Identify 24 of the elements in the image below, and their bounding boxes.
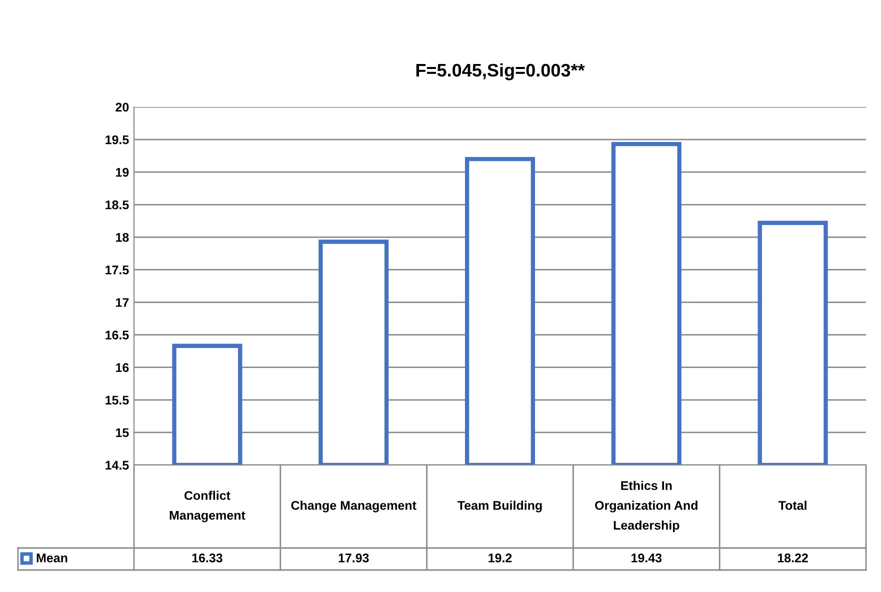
data-label: 18.22 — [778, 554, 808, 562]
y-tick-label: 18.5 — [106, 200, 129, 210]
x-tick-label: Total — [778, 500, 806, 510]
data-label: 17.93 — [338, 554, 369, 562]
data-label: 19.2 — [488, 554, 512, 562]
y-tick-label: 18 — [116, 232, 129, 242]
y-tick-label: 15 — [116, 428, 129, 438]
chart-title: F=5.045,Sig=0.003** — [416, 63, 585, 80]
x-tick-label: Team Building — [458, 500, 542, 512]
y-tick-label: 19 — [116, 168, 129, 177]
data-label: 16.33 — [192, 554, 222, 562]
x-tick-label: Conflict Management — [170, 490, 246, 522]
y-tick-label: 16.5 — [106, 330, 129, 340]
y-tick-label: 15.5 — [106, 396, 129, 405]
y-tick-label: 19.5 — [106, 135, 129, 144]
x-tick-label: Ethics In Organization And Leadership — [595, 480, 698, 532]
data-label: 19.43 — [632, 554, 662, 562]
y-tick-label: 17.5 — [106, 266, 129, 274]
y-tick-label: 16 — [116, 363, 129, 372]
y-tick-label: 17 — [116, 298, 129, 307]
x-tick-label: Change Management — [291, 500, 416, 512]
legend-label: Mean — [36, 554, 68, 562]
y-tick-label: 20 — [116, 102, 129, 112]
y-tick-label: 14.5 — [106, 460, 129, 470]
